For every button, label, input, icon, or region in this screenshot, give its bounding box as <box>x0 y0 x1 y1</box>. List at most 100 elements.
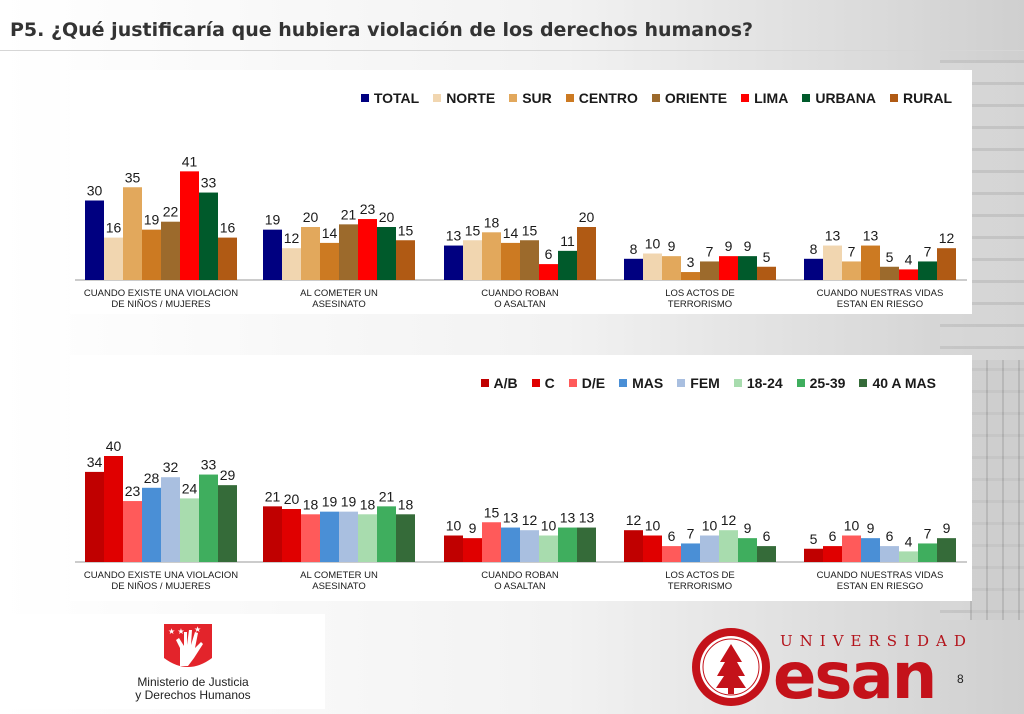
bar-value-label: 32 <box>163 459 179 475</box>
legend-swatch <box>568 379 577 387</box>
legend-label: TOTAL <box>373 90 420 106</box>
bar <box>301 514 320 562</box>
bar-value-label: 20 <box>579 209 595 225</box>
bar-value-label: 4 <box>905 533 913 549</box>
category-tick-label: CUANDO NUESTRAS VIDAS <box>817 570 944 581</box>
svg-text:★: ★ <box>194 625 201 634</box>
legend-item: FEM <box>677 375 720 391</box>
bar-value-label: 16 <box>106 220 122 236</box>
bar-value-label: 5 <box>763 249 771 265</box>
bar <box>558 250 577 280</box>
legend-item: 25-39 <box>796 375 846 391</box>
legend-swatch <box>802 94 811 102</box>
legend-label: 25-39 <box>809 375 846 391</box>
legend-swatch <box>360 94 369 102</box>
bar-value-label: 18 <box>360 496 376 512</box>
bar <box>558 527 577 562</box>
bar <box>842 261 861 280</box>
bar-value-label: 7 <box>924 525 932 541</box>
bar-value-label: 13 <box>446 228 462 244</box>
bar-value-label: 19 <box>341 494 357 510</box>
bar-value-label: 35 <box>125 169 141 185</box>
bar-value-label: 14 <box>322 225 338 241</box>
bar <box>377 227 396 280</box>
bar-value-label: 9 <box>943 520 951 536</box>
category-tick-label: CUANDO ROBAN <box>481 288 559 299</box>
bar <box>301 227 320 280</box>
bar-value-label: 18 <box>303 496 319 512</box>
ministry-hand-logo: ★ ★ ★ <box>164 624 212 667</box>
legend-swatch <box>741 94 750 102</box>
bar <box>861 538 880 562</box>
legend-item: CENTRO <box>565 90 638 106</box>
legend-swatch <box>890 94 898 102</box>
bar <box>842 535 861 562</box>
bar-value-label: 12 <box>721 512 737 528</box>
bar <box>123 501 142 562</box>
bar <box>681 272 700 280</box>
chart-panel-demographic: 34 40 23 28 32 24 33 29 CUANDO EXISTE UNA VIOLAC… <box>70 355 972 601</box>
legend-label: MAS <box>632 375 664 391</box>
bar-value-label: 11 <box>560 233 575 249</box>
bar <box>861 245 880 280</box>
bar-value-label: 12 <box>626 512 642 528</box>
bar-value-label: 20 <box>303 209 319 225</box>
category-tick-label: CUANDO ROBAN <box>481 570 559 581</box>
bar-value-label: 6 <box>886 528 894 544</box>
bar-value-label: 13 <box>825 228 841 244</box>
bar <box>501 242 520 280</box>
category-tick-label: CUANDO EXISTE UNA VIOLACION <box>84 288 238 299</box>
category-tick-label: ASESINATO <box>312 299 366 310</box>
legend-label: 40 A MAS <box>872 375 936 391</box>
esan-wordmark: esan <box>773 640 937 714</box>
bar-value-label: 21 <box>379 488 395 504</box>
bar-value-label: 7 <box>706 243 714 259</box>
bar <box>624 258 643 280</box>
legend-label: SUR <box>522 90 552 106</box>
bar <box>444 535 463 562</box>
bar-value-label: 8 <box>810 241 818 257</box>
bar-value-label: 13 <box>503 510 519 526</box>
category-tick-label: TERRORISMO <box>668 299 732 310</box>
bar <box>263 506 282 562</box>
bar <box>482 522 501 562</box>
bar <box>104 237 123 280</box>
ministry-line-2: y Derechos Humanos <box>135 688 251 702</box>
legend-item: A/B <box>480 375 518 391</box>
bar-value-label: 10 <box>645 236 661 252</box>
bar-value-label: 41 <box>182 153 198 169</box>
category-tick-label: LOS ACTOS DE <box>665 570 735 581</box>
bar <box>643 253 662 280</box>
bar-value-label: 9 <box>668 238 676 254</box>
bar-value-label: 15 <box>522 222 538 238</box>
bar <box>577 227 596 280</box>
bar-value-label: 18 <box>484 214 500 230</box>
bar-value-label: 23 <box>360 201 376 217</box>
university-wordmark: UNIVERSIDAD <box>780 632 973 650</box>
bar <box>339 224 358 280</box>
bar-value-label: 10 <box>446 518 462 534</box>
bar-value-label: 21 <box>341 206 357 222</box>
bar <box>738 538 757 562</box>
bar-value-label: 6 <box>545 246 553 262</box>
bar <box>85 471 104 562</box>
bar <box>282 509 301 562</box>
legend-swatch <box>677 379 686 387</box>
bar <box>719 256 738 280</box>
slide-title: P5. ¿Qué justificaría que hubiera violac… <box>10 19 754 41</box>
bar-value-label: 14 <box>503 225 519 241</box>
category-tick-label: DE NIÑOS / MUJERES <box>111 299 210 310</box>
footer-logo-area <box>0 614 325 709</box>
bar <box>396 514 415 562</box>
bar <box>899 551 918 562</box>
bar-value-label: 6 <box>668 528 676 544</box>
bar-value-label: 7 <box>848 243 856 259</box>
ministry-name: Ministerio de Justicia y Derechos Humano… <box>118 676 268 702</box>
bar-value-label: 10 <box>645 518 661 534</box>
bar <box>377 506 396 562</box>
category-tick-label: O ASALTAN <box>494 299 546 310</box>
bar-value-label: 12 <box>522 512 538 528</box>
background-building-facade <box>970 360 1024 620</box>
bar <box>180 498 199 562</box>
bar <box>104 456 123 562</box>
